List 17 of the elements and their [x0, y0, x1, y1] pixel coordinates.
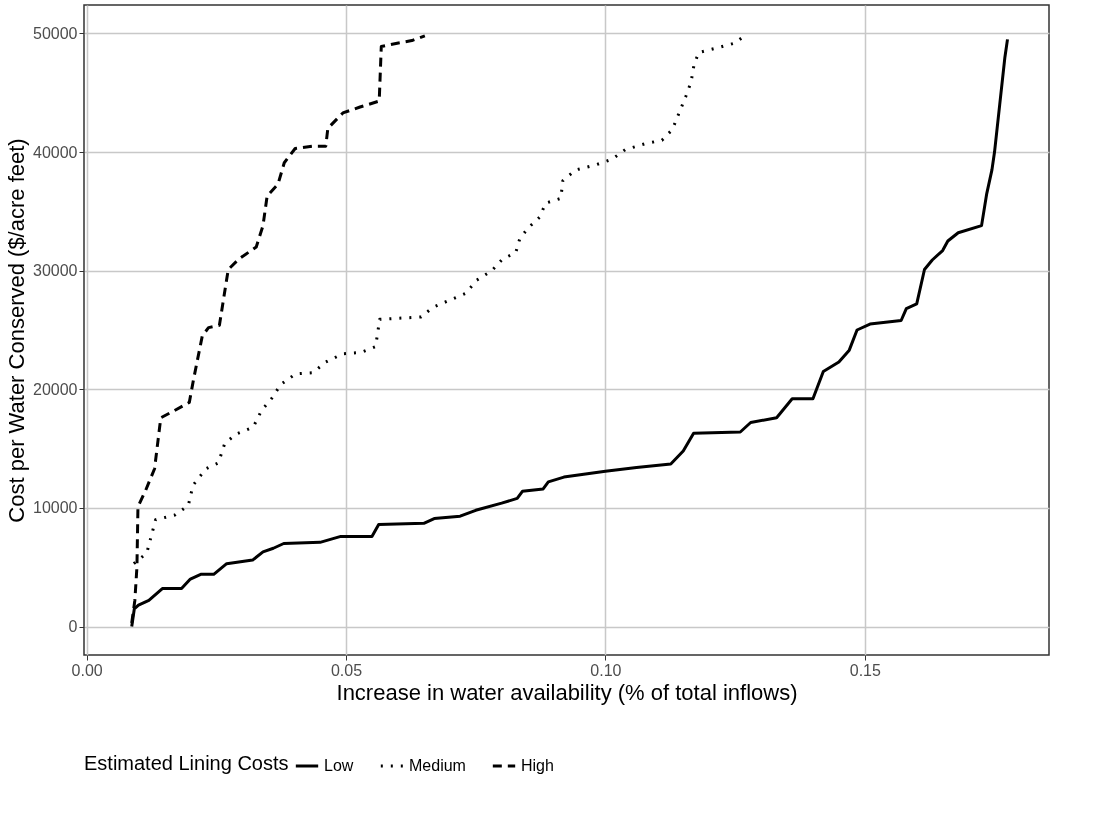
x-axis-title: Increase in water availability (% of total inflows)	[336, 679, 798, 705]
y-tick-label: 30000	[33, 262, 78, 280]
y-axis-title: Cost per Water Conserved ($/acre feet)	[4, 138, 30, 523]
x-tick-label: 0.00	[71, 661, 103, 679]
x-tick-label: 0.10	[590, 661, 622, 679]
line-series	[130, 37, 1009, 629]
legend-label: High	[521, 757, 554, 774]
legend-label: Medium	[409, 757, 466, 774]
y-tick-label: 0	[68, 618, 78, 636]
y-tick-label: 20000	[33, 380, 78, 398]
y-tick-label: 10000	[33, 499, 78, 517]
y-tick-label: 50000	[33, 24, 78, 42]
legend-title: Estimated Lining Costs	[84, 752, 289, 774]
y-tick-label: 40000	[33, 143, 78, 161]
x-tick-label: 0.15	[849, 661, 881, 679]
legend-label: Low	[324, 757, 354, 774]
x-tick-label: 0.05	[330, 661, 363, 679]
